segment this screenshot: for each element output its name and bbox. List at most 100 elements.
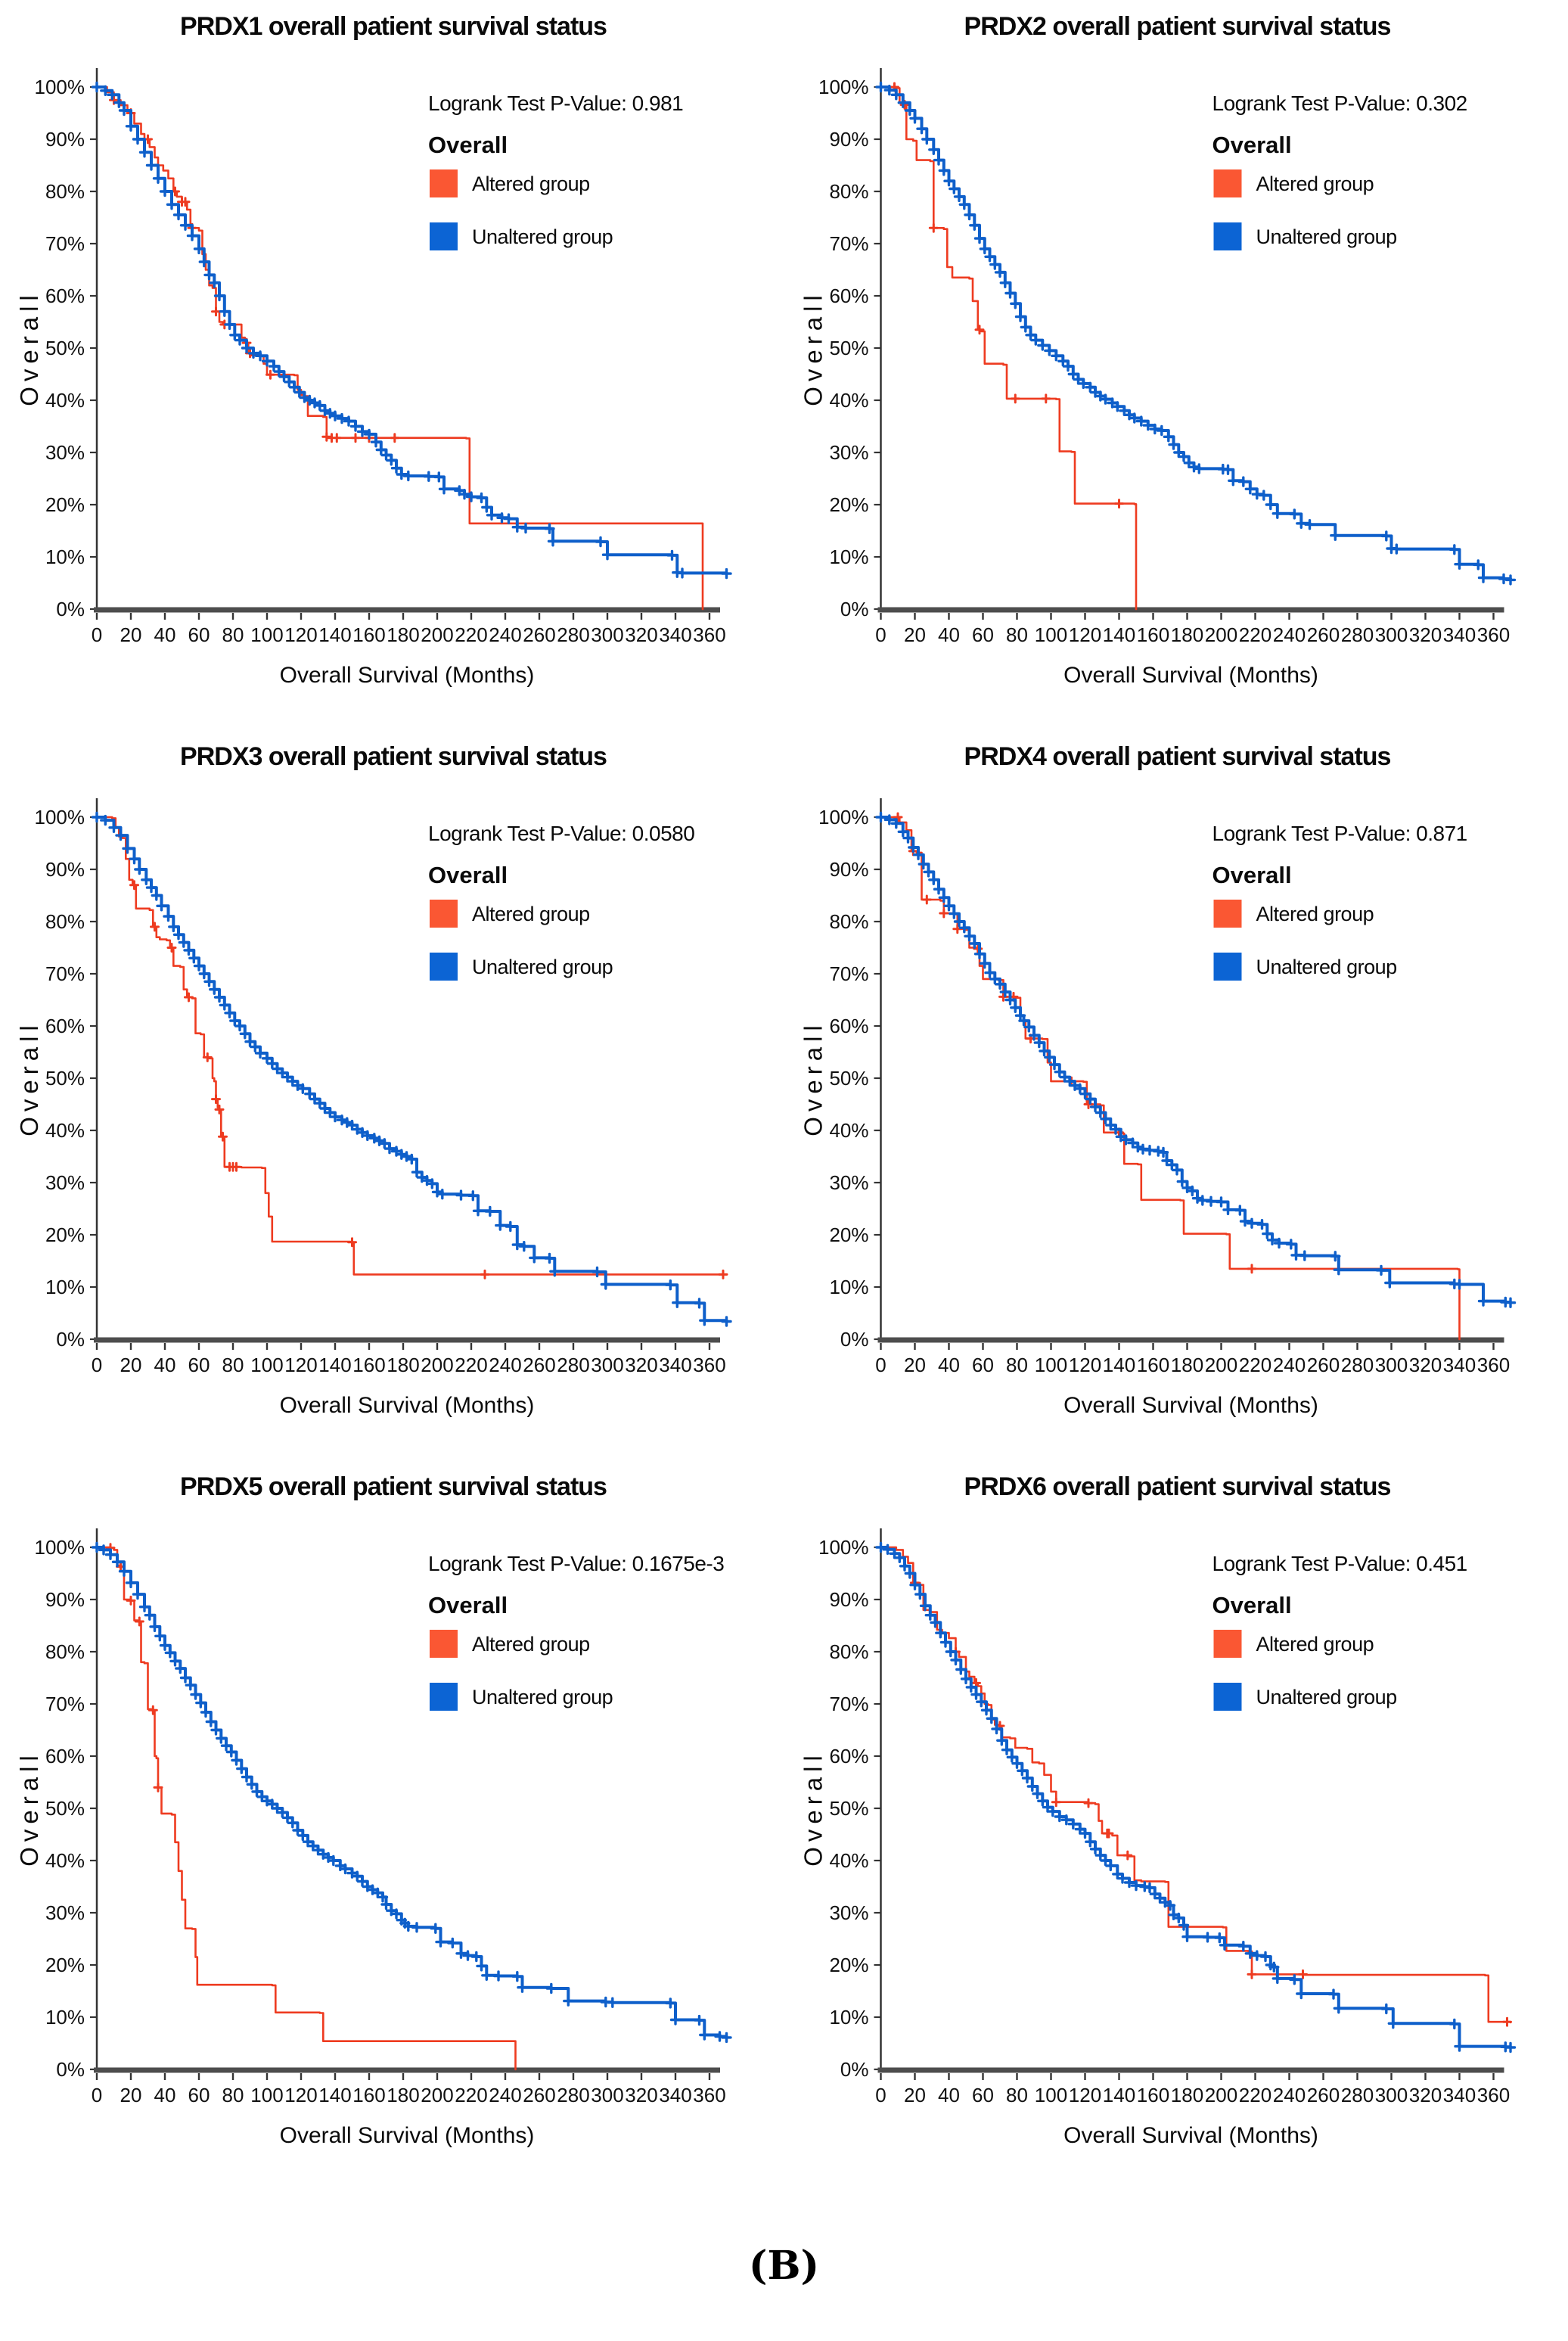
- x-tick-label: 320: [1409, 1354, 1442, 1376]
- x-tick-label: 40: [938, 1354, 960, 1376]
- censor-marks-altered: [129, 880, 728, 1279]
- km-curve-unaltered: [879, 816, 1512, 1304]
- censor-marks-unaltered: [91, 81, 732, 580]
- y-tick-label: 20%: [829, 1954, 868, 1976]
- x-tick-label: 220: [455, 2084, 487, 2106]
- x-tick-label: 280: [1341, 2084, 1374, 2106]
- x-tick-label: 20: [120, 1354, 142, 1376]
- survival-panels-grid: PRDX1 overall patient survival status Log…: [0, 0, 1568, 2148]
- x-tick-label: 340: [659, 1354, 691, 1376]
- x-axis-title: Overall Survival (Months): [1063, 1393, 1318, 1418]
- legend-label-unaltered: Unaltered group: [1256, 956, 1397, 978]
- x-tick-label: 340: [659, 2084, 691, 2106]
- y-tick-label: 80%: [45, 1640, 85, 1663]
- legend-header: Overall: [1212, 1592, 1292, 1618]
- chart-title: PRDX2 overall patient survival status: [964, 12, 1391, 41]
- km-chart-prdx5: PRDX5 overall patient survival status Log…: [15, 1472, 732, 2148]
- x-tick-label: 20: [904, 623, 926, 646]
- legend-swatch-altered: [1213, 169, 1242, 197]
- y-tick-label: 80%: [45, 910, 85, 933]
- x-tick-label: 280: [557, 623, 589, 646]
- censor-marks-altered: [910, 1578, 1512, 2027]
- y-tick-label: 30%: [829, 1171, 868, 1194]
- y-tick-label: 90%: [45, 858, 85, 881]
- x-tick-label: 100: [1035, 623, 1067, 646]
- y-tick-label: 50%: [45, 1067, 85, 1090]
- y-tick-label: 10%: [829, 2006, 868, 2029]
- x-tick-label: 180: [1171, 1354, 1203, 1376]
- legend-label-altered: Altered group: [1256, 1633, 1374, 1655]
- x-tick-label: 160: [1137, 2084, 1169, 2106]
- x-tick-label: 360: [693, 623, 725, 646]
- legend-label-unaltered: Unaltered group: [472, 225, 613, 248]
- x-tick-label: 360: [1477, 2084, 1510, 2106]
- x-tick-label: 160: [1137, 623, 1169, 646]
- y-tick-label: 100%: [818, 1536, 869, 1559]
- y-tick-label: 0%: [56, 1328, 85, 1351]
- x-tick-label: 360: [1477, 623, 1510, 646]
- legend-header: Overall: [428, 862, 508, 888]
- x-tick-label: 100: [250, 1354, 283, 1376]
- y-tick-label: 30%: [45, 1901, 85, 1924]
- censor-marks-unaltered: [91, 1541, 732, 2044]
- y-tick-label: 70%: [829, 1693, 868, 1715]
- x-tick-label: 40: [154, 2084, 176, 2106]
- y-tick-label: 80%: [829, 1640, 868, 1663]
- x-tick-label: 300: [591, 2084, 623, 2106]
- x-axis-title: Overall Survival (Months): [280, 663, 535, 688]
- x-tick-label: 140: [318, 623, 351, 646]
- legend-swatch-unaltered: [1213, 222, 1242, 250]
- x-tick-label: 140: [318, 1354, 351, 1376]
- logrank-pvalue: Logrank Test P-Value: 0.1675e-3: [428, 1552, 724, 1575]
- logrank-pvalue: Logrank Test P-Value: 0.871: [1212, 822, 1467, 845]
- y-tick-label: 30%: [829, 441, 868, 464]
- km-panel-prdx4: PRDX4 overall patient survival status Log…: [784, 730, 1568, 1460]
- km-panel-prdx1: PRDX1 overall patient survival status Log…: [0, 0, 784, 730]
- y-tick-label: 90%: [829, 128, 868, 151]
- x-tick-label: 20: [904, 1354, 926, 1376]
- x-tick-label: 340: [1443, 623, 1476, 646]
- logrank-pvalue: Logrank Test P-Value: 0.981: [428, 92, 683, 115]
- x-tick-label: 200: [1205, 2084, 1237, 2106]
- x-tick-label: 40: [938, 623, 960, 646]
- x-tick-label: 140: [1103, 1354, 1135, 1376]
- legend-swatch-altered: [430, 900, 458, 928]
- x-tick-label: 240: [489, 623, 521, 646]
- y-tick-label: 10%: [829, 546, 868, 568]
- km-curve-unaltered: [879, 85, 1512, 582]
- legend-label-altered: Altered group: [472, 903, 590, 925]
- x-tick-label: 320: [1409, 2084, 1442, 2106]
- x-tick-label: 240: [489, 2084, 521, 2106]
- censor-marks-unaltered: [875, 1541, 1517, 2053]
- y-tick-label: 40%: [45, 1119, 85, 1142]
- km-curve-unaltered: [879, 1546, 1512, 2049]
- x-tick-label: 120: [284, 2084, 317, 2106]
- km-curve-unaltered: [95, 85, 728, 576]
- legend-label-unaltered: Unaltered group: [1256, 225, 1397, 248]
- y-tick-label: 80%: [45, 180, 85, 203]
- y-tick-label: 60%: [45, 284, 85, 307]
- x-tick-label: 120: [284, 623, 317, 646]
- y-axis-title: Overall: [15, 290, 43, 406]
- km-panel-prdx3: PRDX3 overall patient survival status Log…: [0, 730, 784, 1460]
- y-tick-label: 90%: [829, 1588, 868, 1611]
- x-tick-label: 80: [222, 1354, 244, 1376]
- x-tick-label: 180: [387, 2084, 419, 2106]
- x-tick-label: 240: [489, 1354, 521, 1376]
- km-panel-prdx2: PRDX2 overall patient survival status Log…: [784, 0, 1568, 730]
- x-tick-label: 180: [387, 1354, 419, 1376]
- x-tick-label: 100: [250, 623, 283, 646]
- y-tick-label: 80%: [829, 180, 868, 203]
- y-tick-label: 40%: [45, 1849, 85, 1872]
- x-tick-label: 240: [1273, 2084, 1306, 2106]
- figure-label-row: (B): [0, 2190, 1568, 2341]
- x-tick-label: 40: [154, 1354, 176, 1376]
- logrank-pvalue: Logrank Test P-Value: 0.451: [1212, 1552, 1467, 1575]
- x-tick-label: 340: [1443, 2084, 1476, 2106]
- x-tick-label: 0: [92, 1354, 102, 1376]
- x-tick-label: 120: [1069, 2084, 1101, 2106]
- x-tick-label: 60: [972, 2084, 994, 2106]
- y-tick-label: 40%: [829, 1119, 868, 1142]
- x-tick-label: 160: [352, 1354, 385, 1376]
- x-tick-label: 60: [188, 1354, 210, 1376]
